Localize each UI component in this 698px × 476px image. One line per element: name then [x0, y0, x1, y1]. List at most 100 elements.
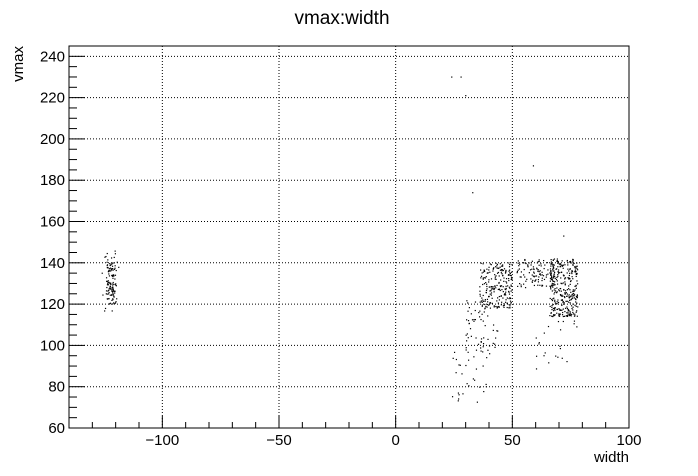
data-point: [107, 280, 109, 282]
data-point: [570, 271, 573, 273]
data-point: [528, 272, 530, 274]
data-point: [479, 295, 481, 297]
data-point: [566, 293, 569, 295]
data-point: [114, 278, 116, 280]
data-point: [113, 274, 115, 276]
data-point: [503, 304, 505, 307]
data-point: [112, 274, 114, 276]
data-point: [541, 271, 543, 273]
data-point: [552, 265, 554, 267]
data-point: [570, 280, 572, 282]
data-point: [553, 314, 555, 316]
data-point: [543, 332, 545, 334]
data-point: [552, 280, 555, 282]
data-point: [576, 295, 579, 297]
data-point: [543, 259, 545, 262]
data-point: [562, 301, 564, 303]
data-point: [567, 309, 570, 312]
y-tick-label: 80: [48, 379, 65, 396]
data-point: [468, 385, 470, 387]
data-point: [547, 325, 550, 328]
data-point: [561, 299, 563, 301]
data-point: [568, 277, 570, 279]
data-point: [466, 300, 468, 302]
data-point: [557, 269, 560, 271]
data-point: [473, 318, 475, 321]
data-point: [508, 279, 510, 282]
data-point: [527, 264, 529, 266]
data-point: [556, 260, 559, 262]
data-point: [487, 338, 489, 340]
data-point: [543, 278, 546, 281]
data-point: [510, 297, 512, 300]
data-point: [112, 298, 114, 300]
data-point: [553, 277, 555, 279]
data-point: [574, 269, 577, 271]
data-point: [479, 386, 481, 388]
data-point: [562, 311, 564, 314]
data-point: [550, 312, 552, 314]
data-point: [561, 314, 564, 316]
y-tick-label: 220: [40, 90, 65, 107]
data-point: [552, 310, 555, 312]
data-point: [496, 267, 498, 269]
data-point: [453, 351, 456, 353]
data-point: [539, 284, 541, 286]
data-point: [535, 279, 537, 281]
data-point: [569, 283, 571, 285]
data-point: [552, 275, 555, 277]
data-point: [503, 280, 505, 282]
data-point: [488, 286, 490, 288]
data-point: [561, 260, 563, 262]
data-point: [472, 378, 474, 380]
data-point: [109, 267, 112, 269]
data-point: [556, 308, 559, 311]
data-point: [554, 275, 556, 278]
data-point: [468, 307, 470, 309]
data-point: [538, 343, 540, 345]
data-point: [509, 274, 511, 277]
data-point: [480, 318, 482, 321]
data-point: [511, 278, 513, 281]
data-point: [111, 265, 114, 267]
data-point: [556, 268, 558, 270]
data-point: [111, 290, 113, 292]
data-point: [564, 296, 566, 299]
data-point: [496, 330, 498, 332]
data-point: [551, 298, 553, 301]
data-point: [505, 291, 507, 293]
data-point: [503, 277, 505, 279]
data-point: [564, 264, 566, 266]
data-point: [557, 274, 559, 276]
data-point: [571, 269, 573, 272]
data-point: [505, 269, 507, 272]
data-point: [557, 262, 559, 264]
data-point: [566, 295, 568, 297]
data-point: [485, 276, 487, 278]
data-point: [573, 293, 575, 295]
data-point: [546, 262, 548, 264]
data-point: [556, 291, 558, 293]
data-point: [558, 315, 561, 317]
data-point: [530, 262, 532, 264]
data-point: [524, 259, 526, 261]
data-point: [550, 272, 553, 274]
data-point: [530, 264, 532, 266]
data-point: [576, 326, 578, 328]
data-point: [106, 293, 108, 295]
chart-title: vmax:width: [294, 8, 389, 29]
data-point: [544, 264, 546, 266]
data-point: [569, 314, 571, 316]
y-tick-label: 160: [40, 214, 65, 231]
data-point: [488, 296, 490, 298]
data-point: [550, 259, 552, 261]
data-point: [455, 358, 457, 361]
data-point: [562, 315, 564, 318]
data-point: [553, 284, 555, 286]
data-point: [490, 292, 493, 294]
data-point: [485, 386, 488, 388]
data-point: [114, 274, 117, 276]
data-point: [113, 275, 115, 277]
data-point: [482, 294, 484, 297]
data-point: [502, 274, 504, 277]
